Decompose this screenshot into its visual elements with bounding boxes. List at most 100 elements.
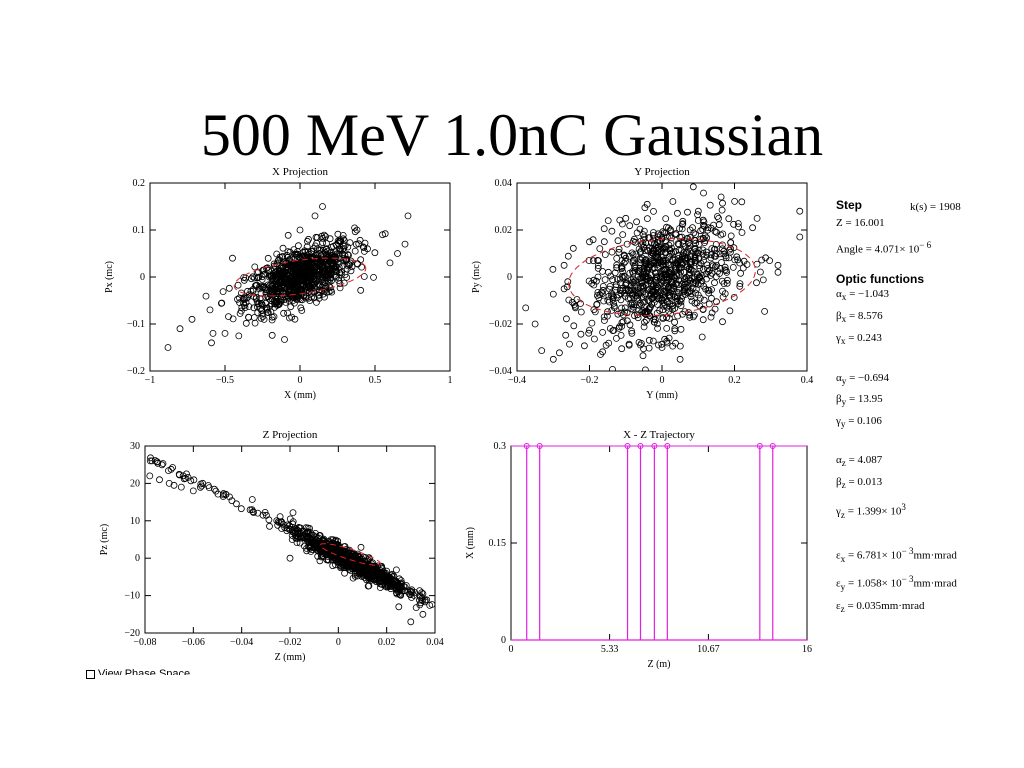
data-point	[686, 313, 694, 321]
data-point	[272, 268, 279, 276]
data-point	[649, 246, 657, 254]
plot-area	[146, 454, 435, 626]
y-tick-label: 0.02	[495, 225, 513, 236]
data-point	[308, 293, 315, 301]
data-point	[616, 216, 624, 224]
data-point	[169, 464, 177, 471]
data-point	[674, 240, 682, 248]
data-point	[278, 253, 286, 261]
data-point	[305, 253, 313, 261]
data-point	[608, 289, 615, 297]
data-point	[407, 587, 415, 595]
data-point	[638, 266, 646, 274]
data-point	[611, 269, 619, 277]
data-point	[370, 273, 377, 281]
data-point	[301, 530, 309, 538]
data-point	[708, 309, 716, 317]
data-point	[312, 530, 319, 537]
data-point	[273, 277, 281, 285]
data-point	[659, 315, 667, 323]
data-point	[208, 339, 215, 347]
view-phase-space-checkbox[interactable]	[86, 670, 95, 679]
data-point	[180, 475, 188, 483]
data-point	[351, 247, 359, 255]
data-point	[796, 233, 804, 241]
plot-1: X Projection X (mm) Px (mc) −1 −0.5 0 0.5 1 −0.2…	[104, 166, 453, 401]
data-point	[726, 246, 733, 254]
data-point	[632, 291, 640, 299]
data-point	[560, 285, 568, 293]
data-point	[590, 281, 598, 289]
data-point	[715, 221, 723, 229]
data-point	[694, 291, 702, 299]
data-point	[709, 262, 717, 270]
data-point	[599, 328, 606, 336]
data-point	[372, 578, 380, 586]
data-point	[705, 300, 713, 308]
data-point	[699, 305, 707, 313]
rms-ellipse	[568, 237, 756, 317]
data-point	[352, 240, 360, 248]
data-point	[612, 283, 620, 291]
data-point	[258, 273, 266, 281]
data-point	[296, 226, 304, 234]
data-point	[306, 534, 314, 542]
data-point	[569, 244, 577, 252]
x-tick-label: −0.4	[508, 375, 526, 386]
data-point	[595, 294, 603, 302]
data-point	[650, 264, 658, 272]
data-point	[244, 287, 251, 295]
data-point	[617, 331, 625, 339]
data-point	[275, 300, 283, 308]
data-point	[715, 214, 722, 222]
data-point	[599, 267, 606, 275]
data-point	[693, 270, 701, 278]
data-point	[340, 242, 347, 250]
view-phase-space-label[interactable]: View Phase Space	[98, 668, 191, 675]
data-point	[628, 301, 636, 309]
data-point	[346, 239, 354, 247]
data-point	[680, 288, 688, 296]
data-point	[581, 342, 588, 350]
alpha-y: αy = −0.694	[836, 372, 890, 387]
data-point	[649, 337, 657, 345]
emittance-y: εy = 1.058× 10− 3mm·mrad	[836, 574, 957, 592]
rms-ellipse	[319, 543, 382, 566]
data-point	[704, 226, 712, 234]
data-point	[719, 241, 726, 249]
data-point	[738, 229, 746, 236]
data-point	[658, 344, 666, 351]
data-point	[610, 326, 618, 334]
data-point	[339, 549, 347, 557]
data-point	[671, 318, 678, 326]
data-point	[736, 280, 744, 288]
data-point	[600, 297, 608, 305]
x-tick-label: 0	[660, 375, 665, 386]
data-point	[689, 183, 697, 191]
data-point	[679, 217, 687, 225]
plot-title: Y Projection	[634, 166, 690, 178]
data-point	[599, 348, 606, 356]
data-point	[686, 226, 694, 234]
data-point	[319, 234, 327, 242]
data-point	[703, 234, 711, 242]
data-point	[719, 293, 727, 301]
data-point	[407, 618, 415, 626]
data-point	[282, 298, 290, 306]
data-point	[699, 316, 707, 324]
data-point	[677, 325, 685, 333]
data-point	[549, 290, 557, 298]
data-point	[628, 249, 636, 257]
data-point	[694, 211, 701, 219]
data-point	[358, 263, 366, 271]
data-point	[640, 323, 648, 331]
data-point	[714, 213, 721, 220]
data-point	[662, 237, 669, 245]
data-point	[250, 314, 258, 321]
y-tick-label: 0.15	[489, 538, 507, 549]
data-point	[762, 254, 769, 262]
data-point	[738, 198, 746, 206]
data-point	[638, 293, 646, 301]
data-point	[707, 313, 715, 321]
data-point	[757, 268, 764, 276]
